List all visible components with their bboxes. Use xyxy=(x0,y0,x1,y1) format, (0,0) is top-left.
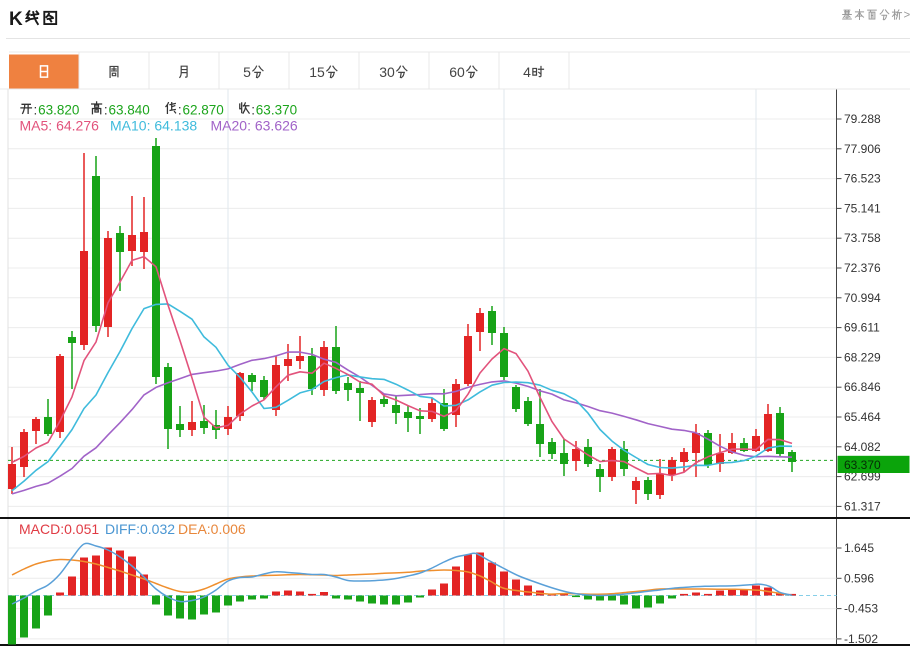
svg-text:75.141: 75.141 xyxy=(844,201,881,215)
svg-text:64.082: 64.082 xyxy=(844,440,881,454)
svg-text:4: 4 xyxy=(523,64,531,80)
svg-text:1.645: 1.645 xyxy=(844,541,874,555)
svg-text:>: > xyxy=(904,10,910,22)
svg-text:72.376: 72.376 xyxy=(844,261,881,275)
svg-text:DEA:0.006: DEA:0.006 xyxy=(178,521,246,537)
svg-text:77.906: 77.906 xyxy=(844,142,881,156)
svg-text:70.994: 70.994 xyxy=(844,291,881,305)
svg-text:62.870: 62.870 xyxy=(183,103,224,118)
svg-text:61.317: 61.317 xyxy=(844,499,881,513)
svg-text::: : xyxy=(34,103,38,118)
svg-text:63.840: 63.840 xyxy=(109,103,150,118)
svg-text:69.611: 69.611 xyxy=(844,321,880,335)
svg-text:5: 5 xyxy=(243,64,251,80)
svg-text:60: 60 xyxy=(449,64,465,80)
svg-text:73.758: 73.758 xyxy=(844,231,881,245)
svg-text:65.464: 65.464 xyxy=(844,410,881,424)
svg-text:63.820: 63.820 xyxy=(38,103,79,118)
svg-text:30: 30 xyxy=(379,64,395,80)
svg-text:68.229: 68.229 xyxy=(844,350,881,364)
svg-text:15: 15 xyxy=(309,64,325,80)
svg-text:MA5: 64.276: MA5: 64.276 xyxy=(20,118,100,134)
svg-text:66.846: 66.846 xyxy=(844,380,881,394)
svg-text:DIFF:0.032: DIFF:0.032 xyxy=(105,521,175,537)
svg-text:-1.502: -1.502 xyxy=(844,632,878,646)
svg-text::: : xyxy=(178,103,182,118)
svg-text:MA20: 63.626: MA20: 63.626 xyxy=(211,118,298,134)
svg-text:63.370: 63.370 xyxy=(844,458,881,472)
svg-text:MACD:0.051: MACD:0.051 xyxy=(19,521,99,537)
svg-text:-0.453: -0.453 xyxy=(844,602,878,616)
svg-text::: : xyxy=(251,103,255,118)
svg-text:62.699: 62.699 xyxy=(844,470,881,484)
svg-text::: : xyxy=(104,103,108,118)
svg-text:76.523: 76.523 xyxy=(844,172,881,186)
svg-text:K: K xyxy=(9,9,23,30)
svg-text:63.370: 63.370 xyxy=(256,103,297,118)
svg-text:0.596: 0.596 xyxy=(844,571,874,585)
svg-text:MA10: 64.138: MA10: 64.138 xyxy=(110,118,197,134)
svg-text:79.288: 79.288 xyxy=(844,112,881,126)
